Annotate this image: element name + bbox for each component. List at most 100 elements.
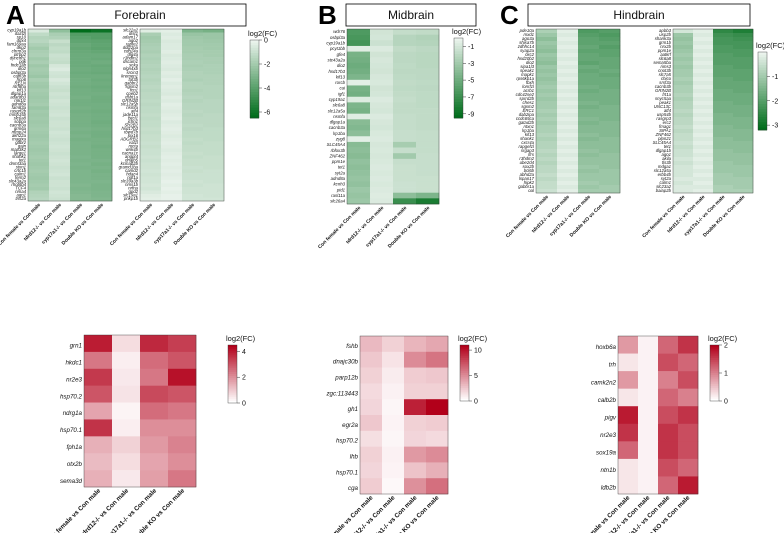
heatmap-cell <box>404 336 427 353</box>
row-label: abhd2a <box>520 172 535 177</box>
legend-swatch <box>710 373 719 376</box>
legend-swatch <box>710 387 719 391</box>
legend-title: log2(FC) <box>452 27 482 36</box>
column-label: Con female vs Con male <box>317 205 362 250</box>
heatmap-border <box>617 335 699 495</box>
heatmap-cell <box>536 77 558 82</box>
heatmap-cell <box>91 57 113 61</box>
heatmap-cell <box>182 109 204 114</box>
heatmap-cell <box>70 67 92 72</box>
column-label: Double KO vs Con male <box>173 202 217 246</box>
panel-title-box-a <box>33 3 247 27</box>
heatmap-cell <box>203 99 225 104</box>
heatmap-cell <box>733 65 754 70</box>
row-label: cxcr4a <box>521 140 534 145</box>
legend-swatch <box>454 48 463 52</box>
legend-swatch <box>454 43 463 47</box>
legend-title: log2(FC) <box>756 41 784 50</box>
heatmap-cell <box>140 113 162 118</box>
heatmap-cell <box>713 73 734 78</box>
heatmap-cell <box>536 85 558 90</box>
legend-swatch <box>454 83 463 87</box>
row-label: rocta <box>128 143 138 148</box>
legend-tick-label: 4 <box>242 349 246 356</box>
legend-swatch <box>454 96 463 100</box>
heatmap-cell <box>733 145 754 150</box>
heatmap-cell <box>658 423 679 442</box>
heatmap-cell <box>370 147 394 154</box>
heatmap-cell <box>393 124 417 131</box>
legend-swatch <box>758 111 767 115</box>
heatmap-cell <box>557 101 579 106</box>
legend-swatch <box>454 91 463 95</box>
heatmap-cell <box>713 61 734 66</box>
row-label: stxn1 <box>16 165 27 170</box>
heatmap-cell <box>733 165 754 170</box>
row-label: GRIN2B <box>655 88 671 93</box>
heatmap-cell <box>91 134 113 139</box>
heatmap-cell <box>578 141 600 146</box>
heatmap-cell <box>182 172 204 177</box>
heatmap-cell <box>347 96 371 103</box>
heatmap-cell <box>713 165 734 170</box>
heatmap-cell <box>28 158 50 163</box>
heatmap-cell <box>91 123 113 128</box>
row-label: fph1a <box>67 444 83 451</box>
heatmap-cell <box>70 186 92 191</box>
heatmap-cell <box>416 119 440 126</box>
heatmap-cell <box>713 149 734 154</box>
heatmap-c-top-left: pde10amxd1ago3ashisa7bzdhhc14syap2ackc2h… <box>505 28 621 239</box>
row-label: dab2ipa <box>519 112 535 117</box>
heatmap-cell <box>140 60 162 65</box>
heatmap-cell <box>536 113 558 118</box>
heatmap-cell <box>91 29 113 33</box>
heatmap-cell <box>182 29 204 33</box>
heatmap-cell <box>713 109 734 114</box>
legend-tick-label: -3 <box>772 123 778 130</box>
heatmap-cell <box>536 97 558 102</box>
heatmap-border <box>346 28 440 205</box>
heatmap-cell <box>404 478 427 495</box>
row-label: sema5ba <box>653 60 671 65</box>
heatmap-cell <box>536 61 558 66</box>
legend-swatch <box>460 346 469 350</box>
row-label: fcn1 <box>130 87 139 92</box>
heatmap-cell <box>536 157 558 162</box>
legend-swatch <box>460 359 469 363</box>
heatmap-cell <box>693 53 714 58</box>
heatmap-cell <box>28 64 50 68</box>
heatmap-cell <box>370 192 394 199</box>
heatmap-cell <box>140 127 162 132</box>
column-label: Double KO vs Con male <box>702 194 746 238</box>
legend-swatch <box>454 110 463 114</box>
heatmap-cell <box>733 89 754 94</box>
heatmap-cell <box>91 74 113 79</box>
heatmap-cell <box>203 95 225 100</box>
heatmap-cell <box>578 53 600 58</box>
heatmap-cell <box>733 101 754 106</box>
heatmap-cell <box>70 144 92 149</box>
heatmap-cell <box>536 117 558 122</box>
row-label: rhobtb4 <box>11 182 26 187</box>
heatmap-cell <box>693 69 714 74</box>
heatmap-cell <box>557 65 579 70</box>
heatmap-cell <box>91 190 113 195</box>
heatmap-cell <box>693 45 714 50</box>
heatmap-cell <box>49 95 71 100</box>
heatmap-cell <box>557 161 579 166</box>
legend-swatch <box>250 110 259 114</box>
legend-swatch <box>250 58 259 62</box>
panel-letter-c: C <box>500 0 519 30</box>
heatmap-cell <box>203 36 225 40</box>
row-label: usp2b <box>659 32 671 37</box>
legend-swatch <box>250 105 259 108</box>
legend-swatch <box>710 386 719 389</box>
heatmap-cell <box>70 88 92 93</box>
heatmap-cell <box>203 74 225 79</box>
heatmap-cell <box>658 336 679 354</box>
heatmap-cell <box>693 81 714 86</box>
column-label: cyp17a1-/- vs Con male <box>365 205 409 249</box>
heatmap-cell <box>673 29 694 34</box>
heatmap-cell <box>182 197 204 202</box>
legend-swatch <box>228 372 237 375</box>
